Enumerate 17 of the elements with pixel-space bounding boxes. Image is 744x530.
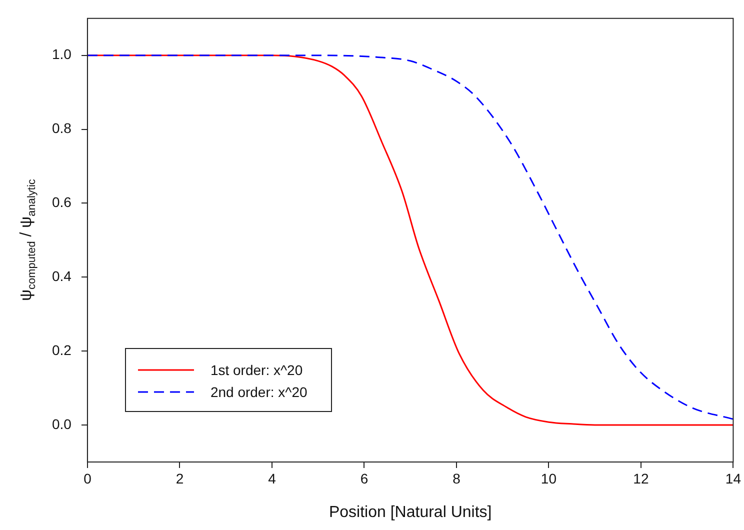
legend-label: 1st order: x^20 (210, 362, 303, 378)
x-tick-label: 12 (633, 470, 649, 486)
x-tick-label: 10 (540, 470, 557, 486)
legend-label: 2nd order: x^20 (210, 384, 308, 400)
x-tick-label: 4 (268, 470, 276, 486)
y-tick-label: 0.6 (52, 194, 72, 210)
y-tick-label: 0.4 (52, 268, 72, 284)
x-tick-label: 6 (360, 470, 368, 486)
y-tick-label: 0.8 (52, 120, 72, 136)
x-tick-label: 0 (84, 470, 92, 486)
x-axis-title: Position [Natural Units] (328, 504, 492, 521)
x-tick-label: 2 (176, 470, 184, 486)
y-tick-label: 0.2 (52, 342, 72, 358)
y-tick-label: 0.0 (52, 416, 72, 432)
y-tick-label: 1.0 (52, 46, 72, 62)
x-tick-label: 14 (725, 470, 742, 486)
x-tick-label: 8 (452, 470, 461, 486)
